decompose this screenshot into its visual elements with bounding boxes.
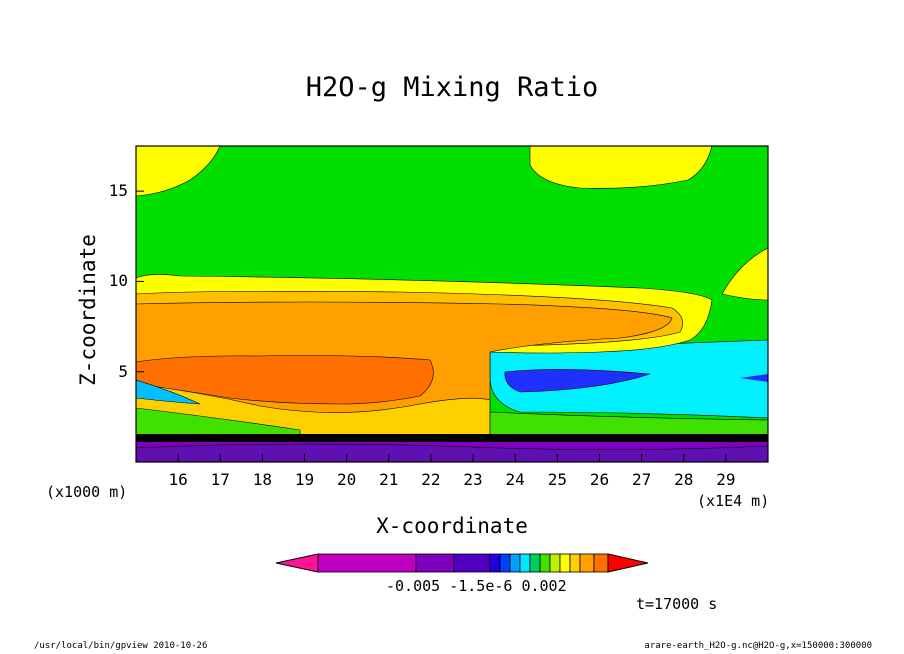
- x-tick-label-17: 17: [210, 470, 230, 489]
- region-lower-cyan: [136, 379, 201, 405]
- y-tick-label-15: 15: [108, 181, 128, 201]
- region-top-right-yellow: [529, 146, 713, 189]
- y-axis-unit: (x1000 m): [46, 483, 128, 501]
- colorbar-label-2: 0.002: [512, 577, 567, 595]
- region-purple-dark: [136, 443, 768, 462]
- colorbar-label-1: -1.5e-6: [440, 577, 513, 595]
- colorbar-labels: -0.005 -1.5e-6 0.002: [386, 577, 567, 595]
- x-tick-label-26: 26: [589, 470, 610, 489]
- colorbar-swatch-11: [569, 553, 581, 573]
- colorbar-min-arrow: [275, 553, 319, 573]
- colorbar-label-0: -0.005: [386, 577, 441, 595]
- x-tick-label-18: 18: [252, 470, 273, 489]
- colorbar: [275, 553, 649, 573]
- colorbar-swatch-8: [539, 553, 551, 573]
- colorbar-swatch-1: [415, 553, 455, 573]
- colorbar-swatch-10: [559, 553, 571, 573]
- x-tick-label-21: 21: [379, 470, 399, 489]
- region-blue-right: [740, 374, 768, 382]
- colorbar-swatch-0: [317, 553, 417, 573]
- colorbar-max-arrow: [607, 553, 649, 573]
- contour-fill-group: [136, 146, 768, 462]
- colorbar-swatch-2: [453, 553, 491, 573]
- region-blue: [504, 369, 651, 393]
- colorbar-swatch-9: [549, 553, 561, 573]
- x-tick-label-25: 25: [547, 470, 567, 489]
- colorbar-swatch-3: [489, 553, 501, 573]
- x-tick-label-27: 27: [631, 470, 652, 489]
- y-tick-label-5: 5: [118, 361, 128, 381]
- colorbar-swatch-4: [499, 553, 511, 573]
- region-dark-orange: [136, 355, 434, 405]
- x-tick-label-29: 29: [716, 470, 736, 489]
- x-axis-title: X-coordinate: [376, 514, 528, 538]
- x-tick-label-23: 23: [463, 470, 483, 489]
- chart-title: H2O-g Mixing Ratio: [305, 72, 599, 103]
- boundary-band: [136, 434, 768, 442]
- colorbar-swatch-6: [519, 553, 531, 573]
- region-top-left-yellow: [136, 146, 221, 197]
- x-tick-label-20: 20: [337, 470, 357, 489]
- colorbar-swatch-5: [509, 553, 521, 573]
- footer-right: arare-earth_H2O-g.nc@H2O-g,x=150000:3000…: [644, 641, 872, 651]
- x-axis-unit: (x1E4 m): [697, 492, 770, 510]
- y-tick-label-10: 10: [108, 271, 128, 291]
- plot-frame: [135, 145, 769, 463]
- x-tick-label-16: 16: [168, 470, 188, 489]
- region-right-yellow: [721, 247, 768, 301]
- region-lower-green: [136, 407, 301, 441]
- x-tick-label-19: 19: [294, 470, 315, 489]
- axis-ticks: [136, 190, 727, 462]
- footer-left: /usr/local/bin/gpview 2010-10-26: [34, 641, 208, 651]
- x-tick-label-22: 22: [421, 470, 441, 489]
- colorbar-swatch-7: [529, 553, 541, 573]
- colorbar-swatch-13: [593, 553, 609, 573]
- x-tick-label-28: 28: [674, 470, 694, 489]
- colorbar-swatch-12: [579, 553, 595, 573]
- x-tick-label-24: 24: [505, 470, 525, 489]
- time-label: t=17000 s: [636, 595, 718, 613]
